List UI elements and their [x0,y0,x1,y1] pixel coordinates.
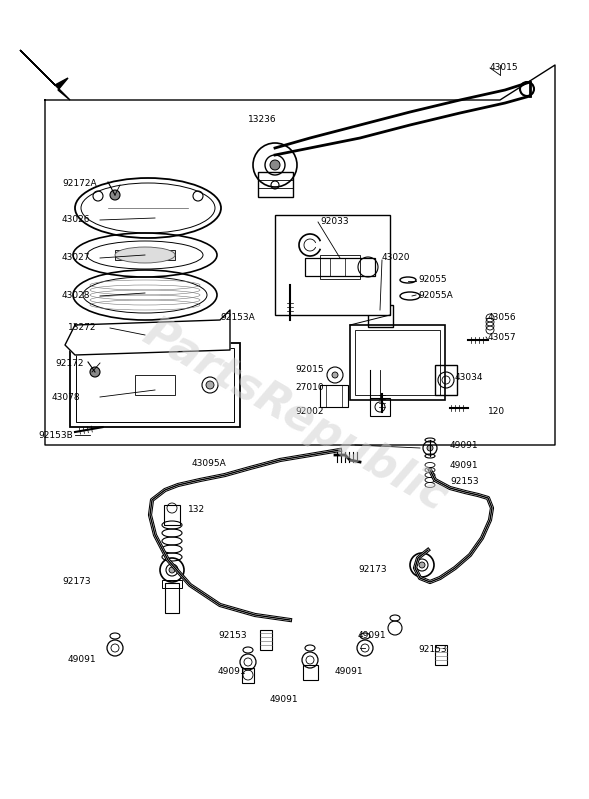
Text: 13236: 13236 [248,116,277,125]
Bar [164,505,180,525]
Text: 13272: 13272 [68,324,97,332]
Bar [350,325,445,400]
Circle shape [90,367,100,377]
Bar [320,255,360,279]
Text: 92173: 92173 [62,578,91,586]
Bar [275,215,390,315]
Bar [115,250,175,260]
Bar [242,668,254,683]
Bar [135,375,175,395]
Ellipse shape [115,247,175,263]
Text: PartsRepublic: PartsRepublic [135,311,454,520]
Bar [368,305,393,327]
Text: 43078: 43078 [52,392,81,402]
Bar [320,385,348,407]
Text: 43095A: 43095A [192,459,227,467]
Text: 92055: 92055 [418,276,446,284]
Circle shape [110,190,120,200]
Text: 43015: 43015 [490,63,519,73]
Polygon shape [20,50,70,100]
Text: 49091: 49091 [335,667,363,677]
Text: 92002: 92002 [295,407,323,416]
Bar [165,583,179,613]
Text: 92173: 92173 [358,566,386,574]
Text: 49091: 49091 [270,695,299,705]
Text: 43028: 43028 [62,292,91,300]
Polygon shape [65,310,230,355]
Circle shape [332,372,338,378]
Bar [435,645,447,665]
Text: 120: 120 [488,407,505,416]
Bar [435,365,457,395]
Text: 92153: 92153 [218,630,247,639]
Text: 43034: 43034 [455,373,484,383]
Text: 92172A: 92172A [62,178,97,188]
Bar [370,398,390,416]
Text: 92153: 92153 [450,478,479,487]
Text: 49091: 49091 [450,460,479,470]
Bar [258,172,293,197]
Text: 49091: 49091 [358,630,386,639]
Circle shape [169,567,175,573]
Text: 49091: 49091 [68,655,97,665]
Bar [76,348,234,422]
Bar [305,258,375,276]
Text: 49091: 49091 [218,667,247,677]
Text: 27010: 27010 [295,384,323,392]
Circle shape [427,445,433,451]
Text: 43057: 43057 [488,332,517,341]
Bar [303,665,318,680]
Text: 43026: 43026 [62,216,91,225]
Bar [355,330,440,395]
Circle shape [419,562,425,568]
Bar [70,343,240,427]
Text: 43020: 43020 [382,253,411,263]
Text: 92015: 92015 [295,365,323,375]
Text: 92172: 92172 [55,359,84,368]
Text: 49091: 49091 [450,440,479,450]
Bar [260,630,272,650]
Text: 92153: 92153 [418,646,446,654]
Text: 92153B: 92153B [38,431,73,439]
Circle shape [270,160,280,170]
Text: 92153A: 92153A [220,313,255,323]
Text: 92033: 92033 [320,217,349,226]
Text: 92055A: 92055A [418,291,453,300]
Circle shape [206,381,214,389]
Text: 132: 132 [188,506,205,515]
Bar [162,580,182,588]
Text: 43027: 43027 [62,253,91,263]
Text: 43056: 43056 [488,313,517,323]
